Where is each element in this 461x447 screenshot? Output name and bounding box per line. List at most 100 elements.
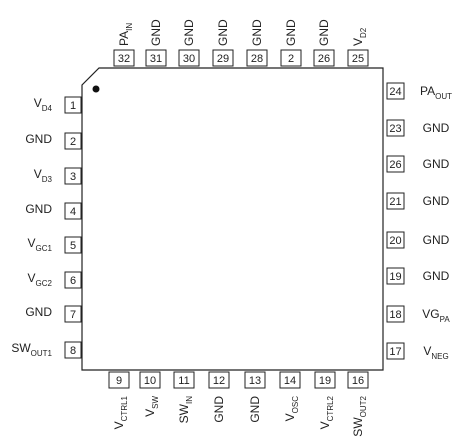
pin-label-sub: OUT1 <box>31 349 53 358</box>
pin-label-sub: SW <box>151 396 160 409</box>
pin-number: 9 <box>116 375 122 387</box>
pin-label-text: GND <box>423 157 450 171</box>
pin-number: 25 <box>352 53 364 65</box>
pin-box <box>386 342 405 360</box>
pin-label-text: V <box>34 167 42 181</box>
pin-label: VD4 <box>34 96 53 113</box>
pin-label-sub: D4 <box>42 104 53 113</box>
chip-body <box>81 67 384 371</box>
pin-label: SWIN <box>177 396 194 424</box>
pin-number: 30 <box>183 53 195 65</box>
pin-number: 1 <box>70 100 76 112</box>
pin-label-text: GND <box>423 269 450 283</box>
pin-label: SWOUT1 <box>11 341 52 358</box>
pin-number: 19 <box>389 271 401 283</box>
pin-label: GND <box>423 157 450 171</box>
pin-label: GND <box>317 19 331 46</box>
pin-label-sub: OUT2 <box>359 395 368 417</box>
pin-label-sub: PA <box>440 315 451 324</box>
pin-label-text: GND <box>25 202 52 216</box>
pin-box <box>246 49 268 67</box>
pin-number: 2 <box>70 136 76 148</box>
pin-label: GND <box>212 396 226 423</box>
pin-label-text: GND <box>317 19 331 46</box>
pin-box <box>279 371 301 389</box>
pin-number: 12 <box>213 375 225 387</box>
pin-number: 10 <box>144 375 156 387</box>
pin-number: 17 <box>389 346 401 358</box>
pin-box <box>347 49 369 67</box>
pin-number: 8 <box>70 345 76 357</box>
pin-label-text: VG <box>422 307 439 321</box>
pin-number: 14 <box>284 375 296 387</box>
pin-label-sub: GC1 <box>36 244 53 253</box>
pin-label: PAOUT <box>420 84 452 101</box>
pin-label-text: PA <box>117 31 131 46</box>
pin-number: 7 <box>70 309 76 321</box>
pin-box <box>280 49 302 67</box>
pin-number: 24 <box>389 86 401 98</box>
pin-label: VGC2 <box>28 271 53 288</box>
pin-label-text: V <box>143 409 157 417</box>
pin-label: GND <box>25 132 52 146</box>
pin-label: GND <box>423 233 450 247</box>
pin-box <box>208 371 230 389</box>
pin-label: VOSC <box>283 396 300 422</box>
pin-number: 21 <box>389 196 401 208</box>
pin-label-text: GND <box>25 305 52 319</box>
pin-box <box>108 371 130 389</box>
pin-number: 16 <box>352 375 364 387</box>
pin-box <box>113 49 135 67</box>
pin-label: GND <box>216 19 230 46</box>
pin-number: 20 <box>389 235 401 247</box>
pin-label-text: GND <box>284 19 298 46</box>
pin-number: 6 <box>70 275 76 287</box>
pin-label: GND <box>423 121 450 135</box>
pin-label: VD2 <box>351 27 368 46</box>
pin-label-sub: NEG <box>431 352 448 361</box>
pin-box <box>64 236 82 254</box>
pin-label-text: GND <box>248 396 262 423</box>
pin-box <box>64 167 82 185</box>
pin-label-text: V <box>34 96 42 110</box>
pin-label-text: GND <box>423 194 450 208</box>
pin-label-text: V <box>351 38 365 46</box>
pin-label: VSW <box>143 396 160 417</box>
pin-box <box>64 132 82 150</box>
pin-label-text: SW <box>351 417 365 437</box>
pin-label: GND <box>25 202 52 216</box>
pin-label-sub: OUT <box>435 92 452 101</box>
pin-label-sub: D3 <box>42 175 53 184</box>
pin-label: SWOUT2 <box>351 395 368 436</box>
pin-label: VD3 <box>34 167 53 184</box>
pin-box <box>139 371 161 389</box>
pin-label: GND <box>248 396 262 423</box>
pin-box <box>313 49 335 67</box>
pin-label: PAIN <box>117 23 134 46</box>
pin-label-text: GND <box>216 19 230 46</box>
pin-label: GND <box>182 19 196 46</box>
pin-box <box>178 49 200 67</box>
pin-number: 19 <box>319 375 331 387</box>
pin-number: 18 <box>389 309 401 321</box>
pin-box <box>64 271 82 289</box>
pin-label-sub: IN <box>125 23 134 31</box>
pin-label-sub: GC2 <box>36 279 53 288</box>
pin-box <box>145 49 167 67</box>
pin-number: 23 <box>389 123 401 135</box>
pin-number: 26 <box>389 159 401 171</box>
pin-number: 2 <box>288 53 294 65</box>
pin-label-text: V <box>318 421 332 429</box>
pin-box <box>244 371 266 389</box>
pin-label: GND <box>423 194 450 208</box>
pin-label-text: GND <box>212 396 226 423</box>
pin-number: 3 <box>70 171 76 183</box>
pin-label-sub: CTRL2 <box>326 395 335 421</box>
pin-label-sub: D2 <box>359 27 368 38</box>
pin-label-text: V <box>28 271 36 285</box>
pin-label-text: GND <box>423 233 450 247</box>
pin-box <box>386 119 405 137</box>
pin-label-text: PA <box>420 84 435 98</box>
pin-number: 31 <box>150 53 162 65</box>
pin-box <box>314 371 336 389</box>
